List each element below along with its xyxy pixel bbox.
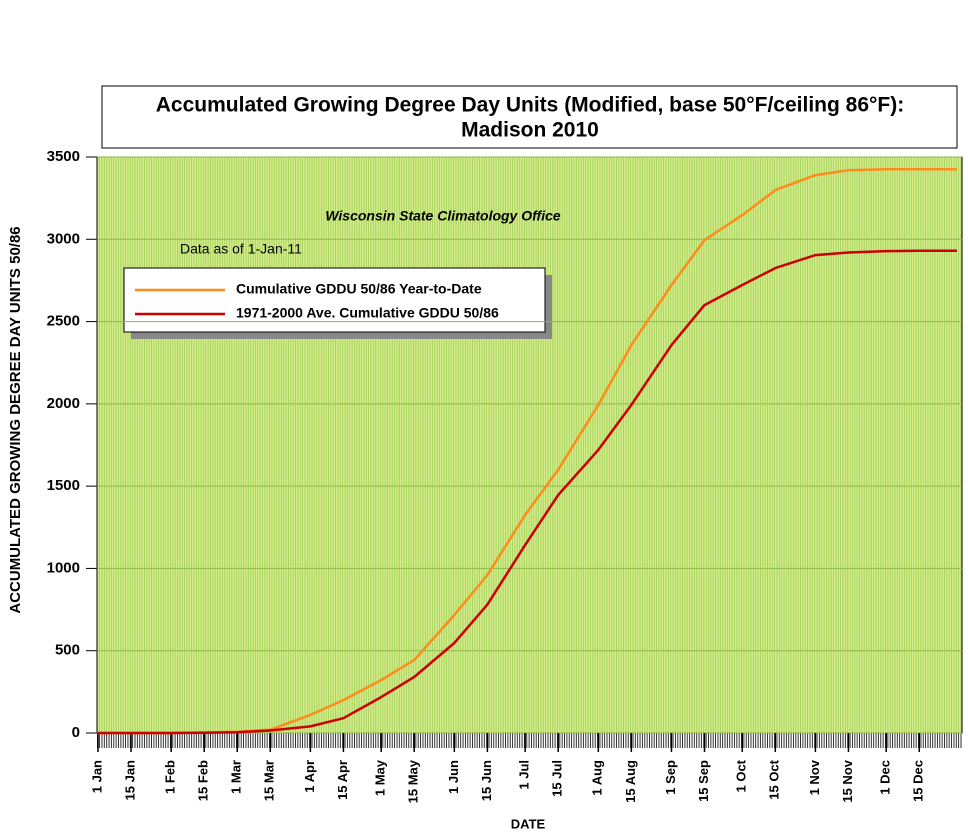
x-tick-label: 15 Jan <box>122 760 137 801</box>
x-tick-label: 15 Apr <box>335 760 350 800</box>
x-tick-label: 15 May <box>406 759 421 803</box>
x-tick-label: 1 Sep <box>663 760 678 795</box>
x-tick-label: 1 Jun <box>446 760 461 794</box>
x-axis-label: DATE <box>511 816 546 831</box>
y-tick-label: 3000 <box>47 230 80 247</box>
x-tick-label: 1 Jul <box>517 760 532 790</box>
x-tick-label: 1 Oct <box>734 759 749 792</box>
y-tick-label: 0 <box>72 724 80 741</box>
legend-label: Cumulative GDDU 50/86 Year-to-Date <box>236 281 482 297</box>
legend <box>123 267 546 333</box>
y-tick-label: 2500 <box>47 313 80 330</box>
annotation: Wisconsin State Climatology Office <box>325 208 561 224</box>
x-tick-label: 15 Sep <box>696 760 711 802</box>
x-tick-label: 1 Feb <box>163 760 178 794</box>
y-tick-label: 500 <box>55 642 80 659</box>
chart-title: Madison 2010 <box>461 119 599 142</box>
x-tick-label: 15 Aug <box>623 760 638 803</box>
x-tick-label: 15 Jun <box>479 760 494 801</box>
x-tick-label: 15 Dec <box>911 760 926 802</box>
y-tick-label: 2000 <box>47 395 80 412</box>
y-tick-label: 1000 <box>47 559 80 576</box>
x-tick-label: 1 May <box>373 759 388 796</box>
chart-title: Accumulated Growing Degree Day Units (Mo… <box>156 94 904 117</box>
x-tick-label: 1 Aug <box>590 760 605 796</box>
x-tick-label: 15 Nov <box>840 759 855 802</box>
x-tick-label: 1 Dec <box>878 760 893 795</box>
x-tick-label: 1 Apr <box>302 760 317 793</box>
x-tick-label: 15 Feb <box>196 760 211 801</box>
y-axis-label: ACCUMULATED GROWING DEGREE DAY UNITS 50/… <box>7 226 24 613</box>
x-tick-label: 15 Jul <box>550 760 565 797</box>
title-box <box>101 85 958 149</box>
y-tick-label: 1500 <box>47 477 80 494</box>
y-tick-label: 3500 <box>47 148 80 165</box>
series-line <box>98 249 957 735</box>
x-tick-label: 1 Jan <box>89 760 104 793</box>
annotation: Data as of 1-Jan-11 <box>180 241 302 257</box>
x-tick-label: 1 Mar <box>229 760 244 794</box>
x-tick-label: 15 Oct <box>767 759 782 799</box>
plot-area <box>96 156 963 734</box>
x-tick-label: 15 Mar <box>262 760 277 801</box>
x-tick-label: 1 Nov <box>807 759 822 795</box>
legend-label: 1971-2000 Ave. Cumulative GDDU 50/86 <box>236 305 499 321</box>
day-ticks <box>97 733 962 748</box>
